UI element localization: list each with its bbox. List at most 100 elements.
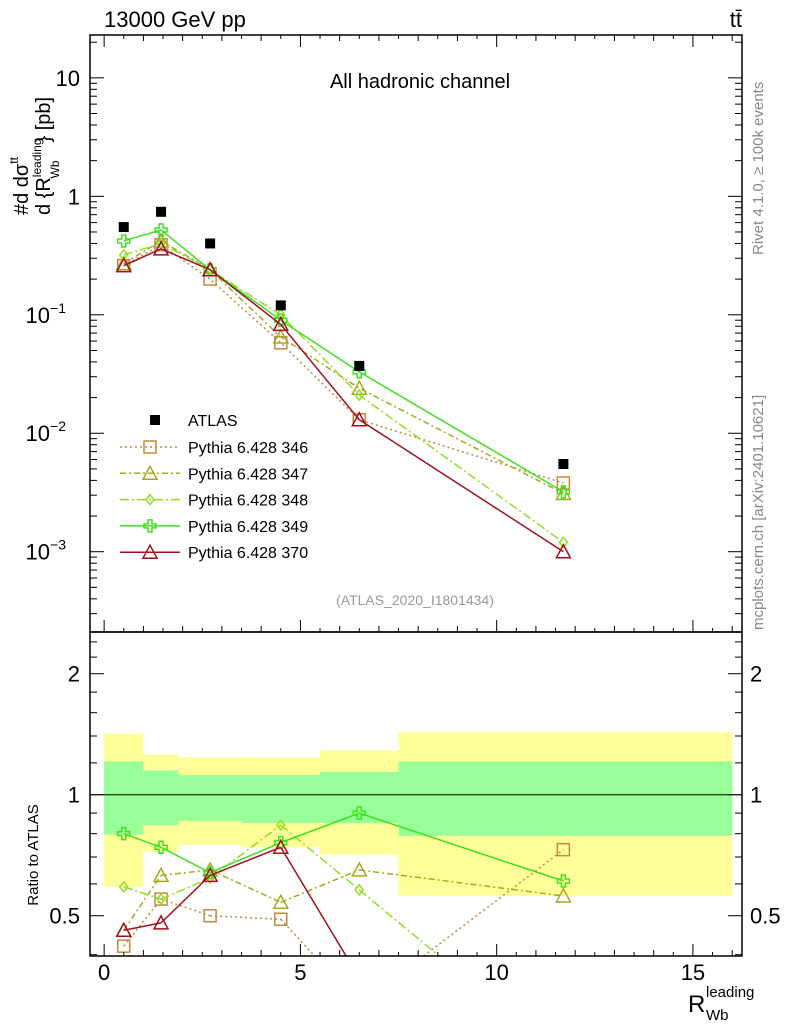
rivet-label: Rivet 4.1.0, ≥ 100k events (750, 82, 767, 255)
ratio-line (123, 824, 440, 957)
series-line (123, 248, 564, 553)
data-point (354, 360, 365, 371)
chart-title: All hadronic channel (330, 71, 510, 93)
ratio-point (272, 838, 290, 855)
ratio-point (152, 866, 170, 883)
legend-label: Pythia 6.428 370 (188, 545, 308, 562)
series-point (115, 257, 133, 273)
y-tick-label: 10 (56, 66, 80, 91)
legend-marker (145, 493, 155, 506)
ratio-point (156, 892, 167, 906)
uncertainty-band-green (320, 771, 399, 824)
x-tick-label: 0 (98, 960, 110, 985)
series-point (272, 315, 290, 332)
analysis-label: (ATLAS_2020_I1801434) (336, 592, 494, 608)
ratio-tick-label-left: 2 (68, 662, 80, 687)
y-tick-label: 10−3 (26, 537, 67, 565)
main-frame (89, 34, 743, 633)
ratio-point (115, 921, 133, 938)
ratio-point (354, 883, 365, 897)
y-tick-label: 10−1 (26, 300, 67, 328)
series-line (123, 242, 564, 543)
series-point (555, 543, 572, 559)
ratio-point (274, 912, 288, 927)
header-left: 13000 GeV pp (104, 7, 246, 32)
legend-marker (141, 464, 159, 481)
legend-label: Pythia 6.428 349 (188, 519, 308, 536)
ratio-frame (89, 631, 743, 957)
series-line (123, 240, 564, 495)
ratio-point (152, 914, 170, 930)
x-tick-label: 10 (484, 960, 508, 985)
series-point (203, 272, 217, 286)
ratio-tick-label-right: 1 (750, 783, 762, 808)
series-point (201, 261, 219, 277)
data-point (275, 300, 286, 311)
legend-label-atlas: ATLAS (188, 413, 238, 430)
series-point (115, 255, 133, 271)
ratio-tick-label-left: 1 (68, 783, 80, 808)
ratio-point (272, 893, 290, 910)
svg-text:R: R (688, 991, 705, 1018)
legend-label: Pythia 6.428 347 (188, 466, 308, 483)
ratio-point (118, 880, 129, 894)
svg-text:Wb: Wb (706, 1007, 729, 1024)
header-right: tt̄ (730, 7, 742, 32)
uncertainty-band-green (178, 774, 242, 822)
ratio-point (275, 818, 286, 832)
series-point (351, 411, 368, 427)
ratio-point (117, 826, 131, 841)
ratio-line (123, 812, 564, 882)
y-tick-label: 10−2 (26, 418, 67, 446)
svg-text:leading: leading (706, 984, 754, 1001)
legend-marker (143, 519, 157, 533)
mcplots-label: mcplots.cern.ch [arXiv:2401.10621] (750, 395, 767, 630)
legend-label: Pythia 6.428 348 (188, 493, 308, 510)
y-tick-label: 1 (68, 184, 80, 209)
legend-label: Pythia 6.428 346 (188, 440, 308, 457)
ratio-point (351, 861, 368, 877)
series-point (555, 484, 572, 501)
series-point (152, 232, 170, 248)
legend-marker-atlas (150, 415, 160, 425)
series-point (556, 485, 571, 499)
legend-marker (143, 440, 157, 454)
ratio-tick-label-right: 2 (750, 662, 762, 687)
x-tick-label: 15 (681, 960, 705, 985)
x-tick-label: 5 (294, 960, 306, 985)
ratio-point (201, 866, 219, 883)
ratio-point (352, 806, 367, 820)
ratio-line (123, 849, 564, 957)
ratio-line (123, 846, 347, 957)
ratio-point (274, 835, 288, 850)
uncertainty-band-green (241, 774, 321, 824)
series-point (556, 476, 571, 490)
ratio-tick-label-left: 0.5 (49, 904, 80, 929)
series-point (152, 240, 170, 256)
series-point (154, 223, 168, 237)
uncertainty-band-green (143, 770, 179, 826)
series-point (558, 536, 569, 549)
ratio-point (203, 908, 217, 923)
ratio-line (123, 869, 564, 931)
ratio-tick-label-right: 0.5 (750, 904, 781, 929)
series-point (354, 388, 365, 402)
data-point (156, 206, 167, 217)
ratio-y-label: Ratio to ATLAS (25, 804, 42, 905)
data-point (558, 459, 569, 470)
x-axis-label: R leading Wb (688, 984, 754, 1024)
y-axis-label: #d dσtt d {Rleading Wb} [pb] (7, 97, 62, 215)
series-point (117, 234, 131, 248)
legend-marker (141, 543, 159, 559)
uncertainty-band-green (398, 761, 733, 836)
series-point (272, 328, 290, 344)
ratio-point (154, 840, 168, 855)
ratio-point (555, 887, 572, 903)
uncertainty-band-green (104, 761, 144, 835)
data-point (118, 222, 129, 233)
series-point (351, 379, 368, 395)
ratio-point (556, 842, 571, 857)
data-point (205, 238, 216, 249)
